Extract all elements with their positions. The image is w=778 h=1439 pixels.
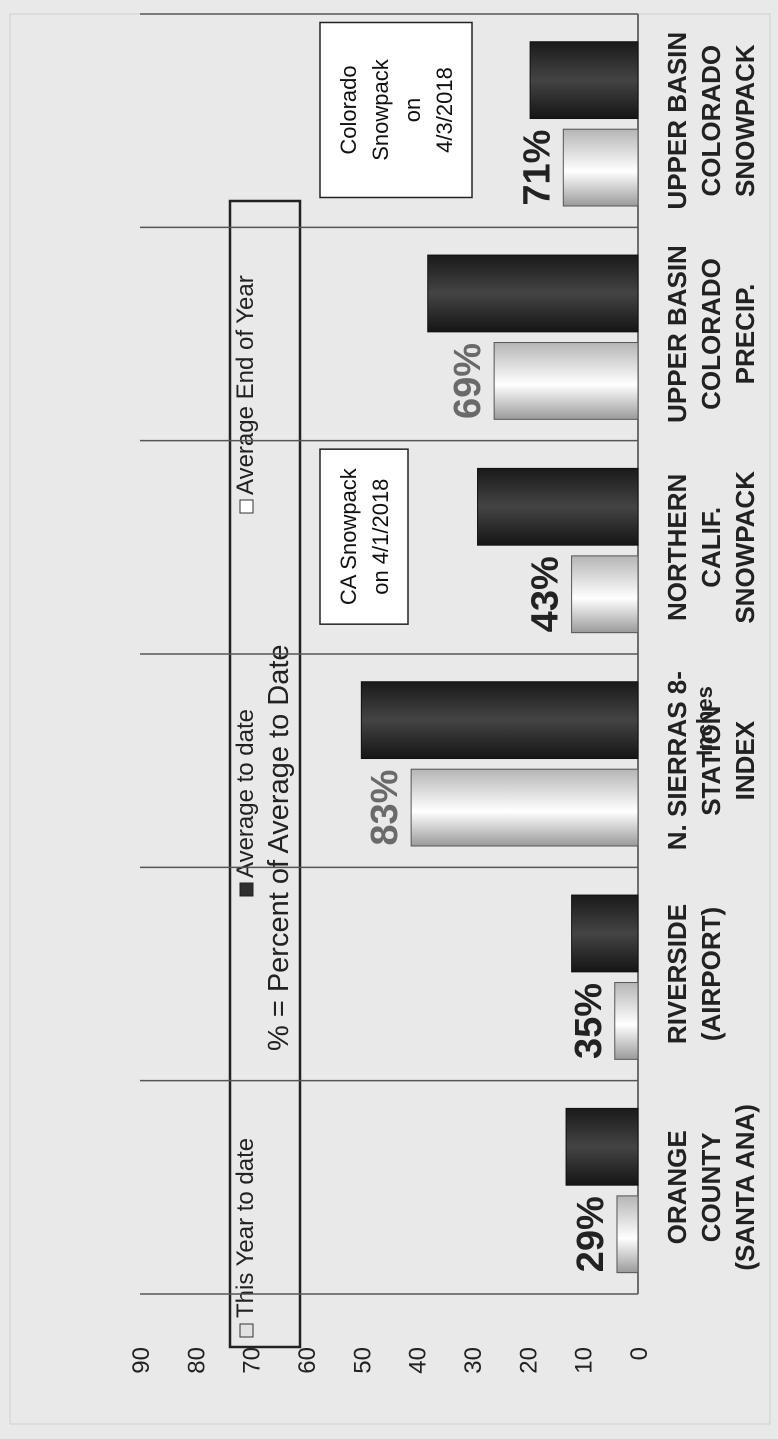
legend-label-average-end-of-year: Average End of Year bbox=[232, 275, 259, 495]
bar-this-year-2 bbox=[410, 768, 639, 847]
annotation-1-line-3: 4/3/2018 bbox=[432, 67, 457, 153]
category-label-3-line-2: SNOWPACK bbox=[730, 471, 760, 624]
bar-average-to-date-5 bbox=[529, 41, 639, 120]
percent-label-0: 29% bbox=[570, 1196, 612, 1272]
legend: This Year to date Average to date Averag… bbox=[228, 199, 302, 1349]
y-tick-label-40: 40 bbox=[405, 1347, 432, 1374]
bar-average-to-date-0 bbox=[565, 1107, 639, 1186]
legend-label-average-to-date: Average to date bbox=[232, 709, 259, 878]
category-label-2-line-0: N. SIERRAS 8- bbox=[662, 671, 692, 850]
legend-box bbox=[228, 199, 302, 1349]
category-label-4-line-1: COLORADO bbox=[696, 258, 726, 410]
category-label-5-line-0: UPPER BASIN bbox=[662, 32, 692, 210]
bar-average-to-date-2 bbox=[360, 681, 639, 760]
bar-average-to-date-4 bbox=[427, 254, 639, 333]
category-label-3-line-0: NORTHERN bbox=[662, 474, 692, 621]
percent-label-5: 71% bbox=[516, 130, 558, 206]
y-tick-label-80: 80 bbox=[183, 1347, 210, 1374]
bar-average-to-date-3 bbox=[477, 467, 639, 546]
category-label-0-line-2: (SANTA ANA) bbox=[730, 1104, 760, 1271]
legend-label-this-year: This Year to date bbox=[232, 1138, 259, 1318]
legend-swatch-average-to-date bbox=[239, 882, 254, 897]
annotation-box-1 bbox=[319, 21, 473, 199]
bar-this-year-3 bbox=[571, 555, 639, 634]
percent-label-1: 35% bbox=[568, 983, 610, 1059]
y-tick-label-90: 90 bbox=[128, 1347, 155, 1374]
annotation-0-line-0: CA Snowpack bbox=[336, 467, 361, 605]
category-label-4-line-0: UPPER BASIN bbox=[662, 245, 692, 423]
y-tick-label-60: 60 bbox=[294, 1347, 321, 1374]
annotation-1-line-0: Colorado bbox=[336, 65, 361, 154]
y-tick-label-10: 10 bbox=[571, 1347, 598, 1374]
y-tick-label-20: 20 bbox=[515, 1347, 542, 1374]
legend-item-average-to-date: Average to date bbox=[232, 709, 259, 897]
percent-label-2: 83% bbox=[364, 770, 406, 846]
legend-swatch-this-year bbox=[239, 1323, 254, 1338]
category-label-1-line-0: RIVERSIDE bbox=[662, 904, 692, 1044]
legend-swatch-average-end-of-year bbox=[239, 499, 254, 514]
category-labels: ORANGE COUNTY (SANTA ANA) RIVERSIDE (AIRPORT… bbox=[662, 32, 760, 1271]
annotations: CA Snowpack on 4/1/2018 Colorado Snowpack on… bbox=[319, 21, 473, 625]
legend-item-average-end-of-year: Average End of Year bbox=[232, 275, 259, 514]
y-tick-label-70: 70 bbox=[239, 1347, 266, 1374]
y-tick-label-50: 50 bbox=[349, 1347, 376, 1374]
y-tick-label-30: 30 bbox=[460, 1347, 487, 1374]
annotation-box-0 bbox=[319, 448, 409, 625]
rotated-chart-group: This Year to date Average to date Averag… bbox=[9, 13, 771, 1425]
bars bbox=[360, 41, 639, 1274]
category-dividers bbox=[140, 13, 638, 1295]
y-axis-label: Inches bbox=[692, 686, 717, 756]
bar-this-year-5 bbox=[562, 128, 639, 207]
category-label-0-line-0: ORANGE bbox=[662, 1130, 692, 1244]
bar-this-year-0 bbox=[616, 1195, 639, 1274]
category-label-5-line-1: COLORADO bbox=[696, 45, 726, 197]
y-tick-label-0: 0 bbox=[626, 1347, 653, 1360]
legend-item-this-year: This Year to date bbox=[232, 1138, 259, 1338]
annotation-0-line-1: on 4/1/2018 bbox=[368, 479, 393, 595]
bar-this-year-1 bbox=[614, 982, 639, 1060]
percent-label-4: 69% bbox=[447, 343, 489, 419]
category-label-3-line-1: CALIF. bbox=[696, 507, 726, 588]
percent-labels: 29% 35% 83% 43% 69% 71% bbox=[364, 130, 612, 1273]
category-label-4-line-2: PRECIP. bbox=[730, 284, 760, 385]
category-label-0-line-1: COUNTY bbox=[696, 1132, 726, 1242]
category-label-1-line-1: (AIRPORT) bbox=[696, 907, 726, 1041]
bar-average-to-date-1 bbox=[571, 894, 639, 973]
bar-this-year-4 bbox=[493, 342, 639, 420]
category-label-2-line-1: STATION bbox=[696, 706, 726, 816]
percent-label-3: 43% bbox=[525, 556, 567, 632]
category-label-5-line-2: SNOWPACK bbox=[730, 44, 760, 197]
chart-title: % = Percent of Average to Date bbox=[263, 644, 295, 1051]
annotation-1-line-2: on bbox=[400, 98, 425, 122]
annotation-1-line-1: Snowpack bbox=[368, 58, 393, 161]
category-label-2-line-2: INDEX bbox=[730, 720, 760, 800]
